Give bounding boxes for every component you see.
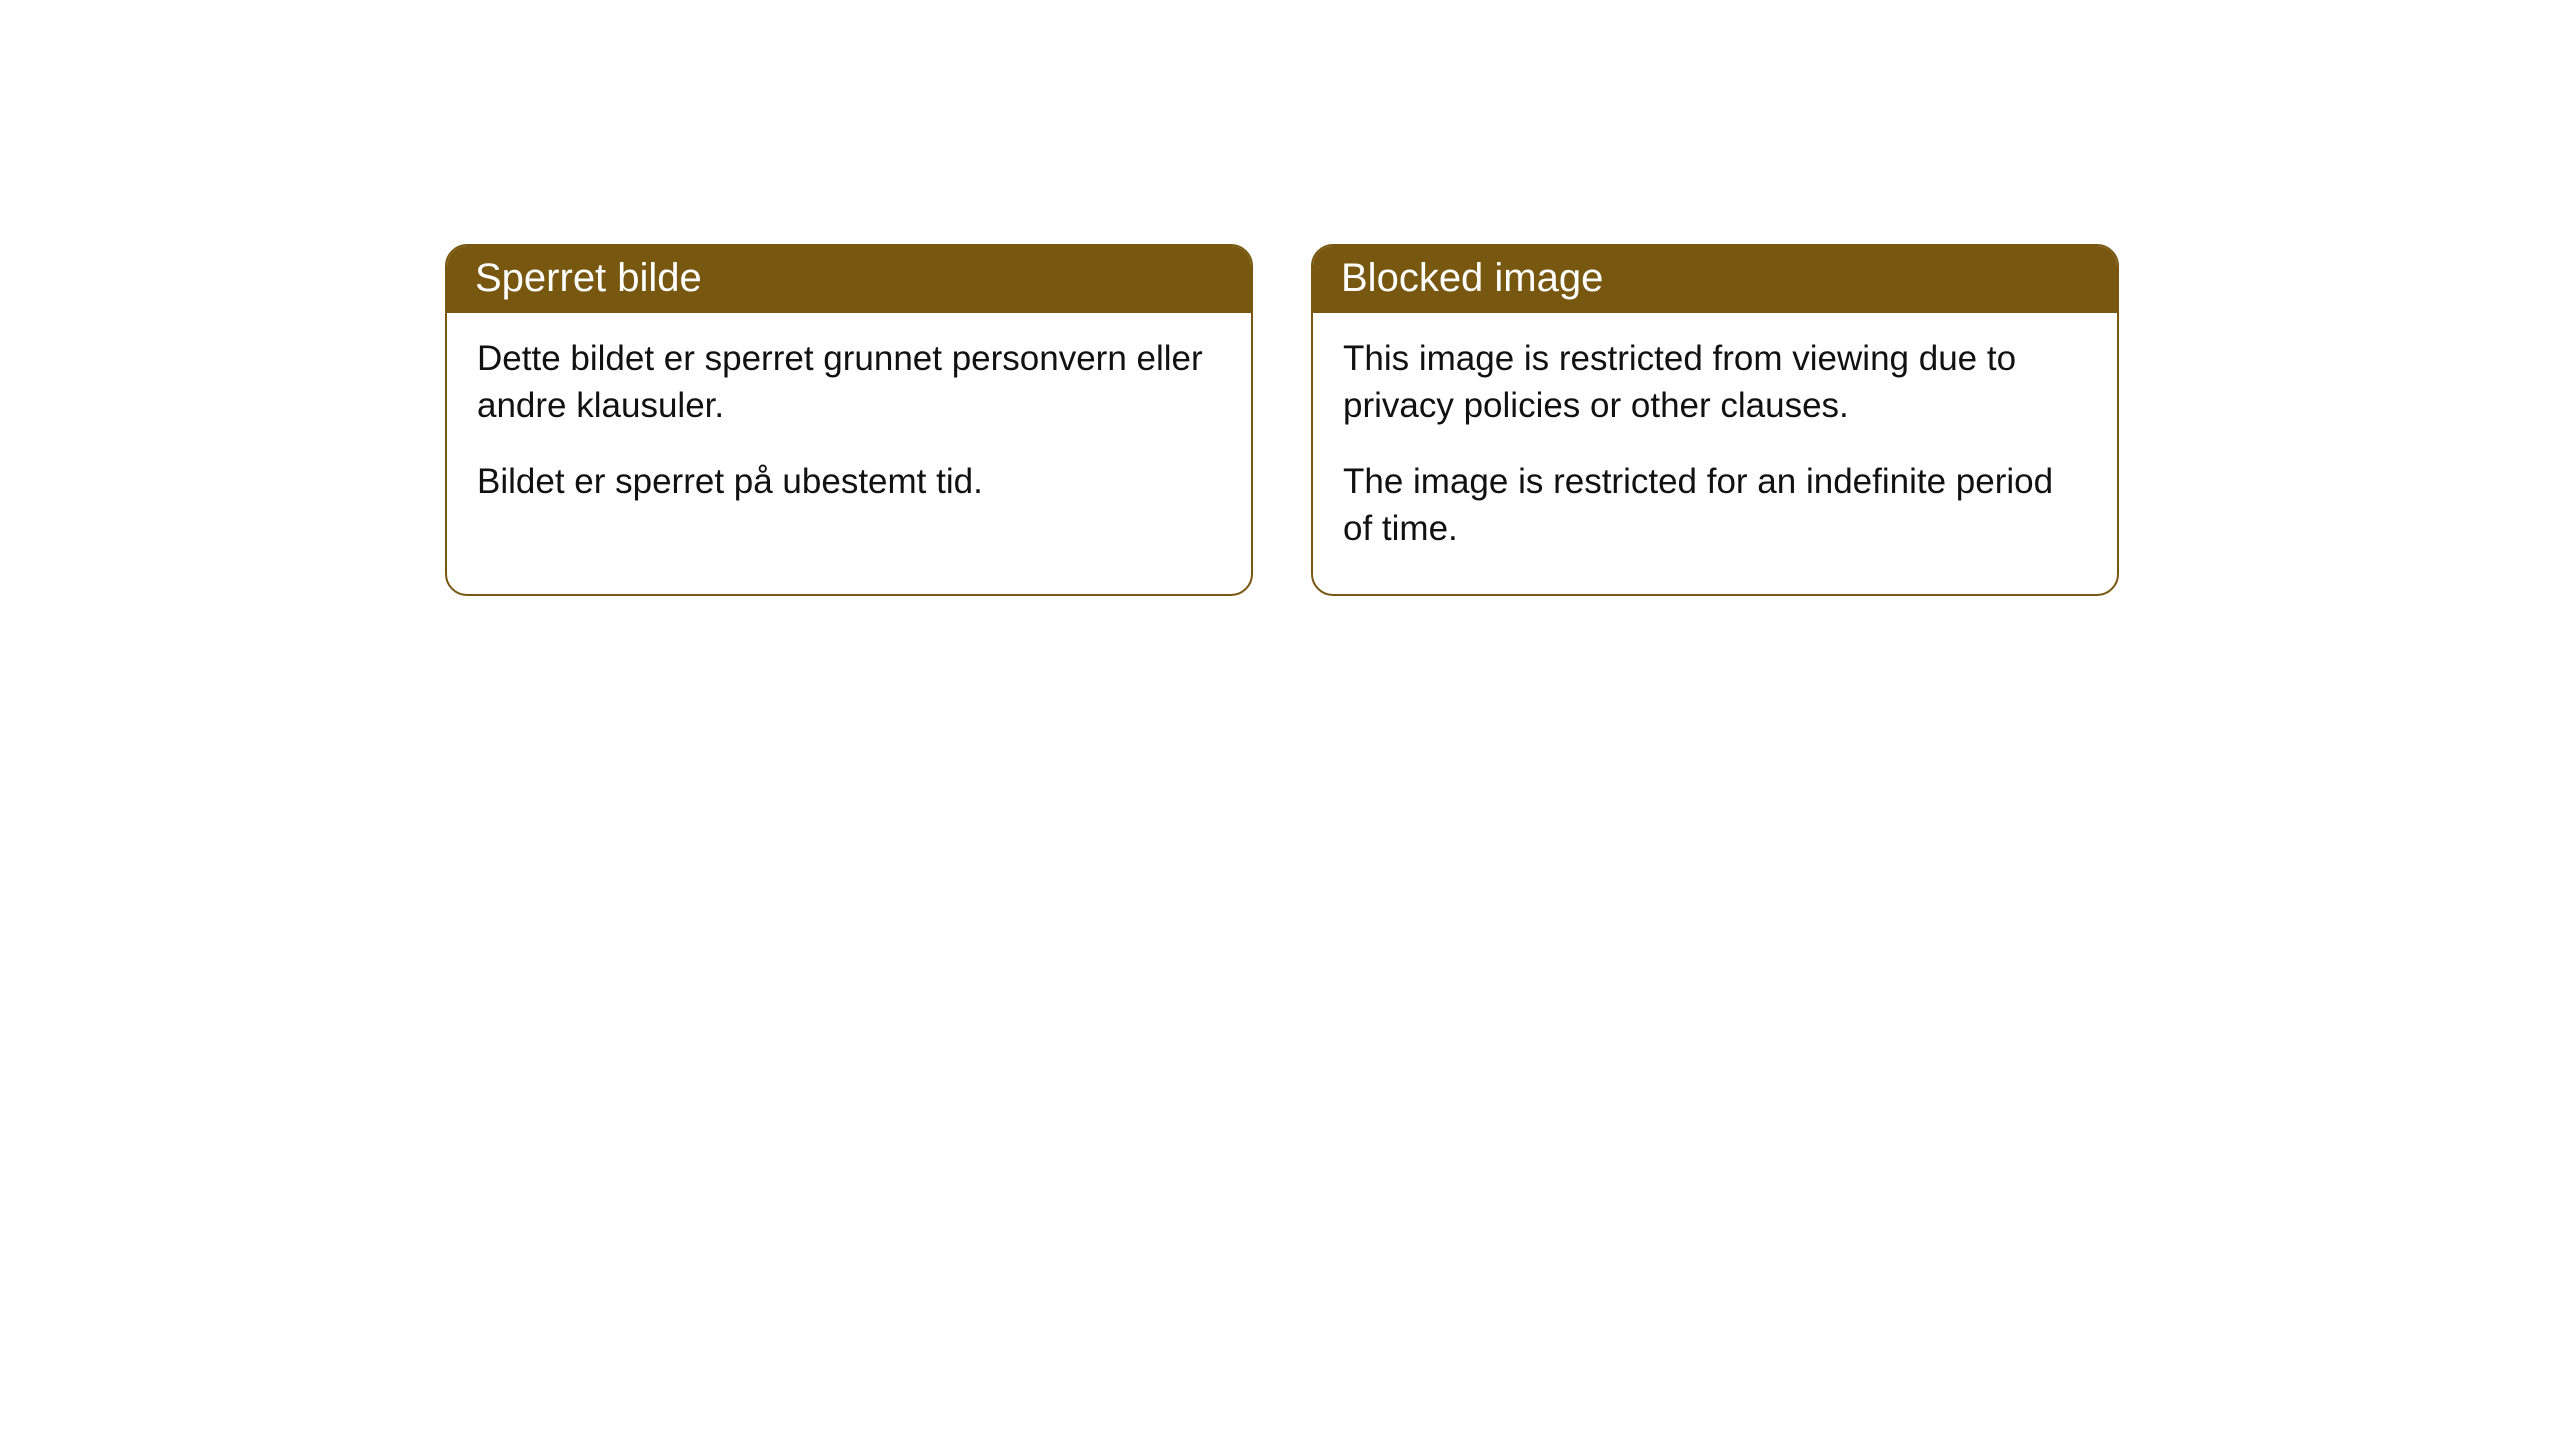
cards-container: Sperret bilde Dette bildet er sperret gr… <box>445 244 2119 596</box>
card-title: Sperret bilde <box>475 256 702 300</box>
card-title: Blocked image <box>1341 256 1603 300</box>
card-header: Blocked image <box>1313 246 2117 313</box>
card-paragraph: This image is restricted from viewing du… <box>1343 335 2087 430</box>
card-paragraph: The image is restricted for an indefinit… <box>1343 458 2087 553</box>
blocked-image-card-norwegian: Sperret bilde Dette bildet er sperret gr… <box>445 244 1253 596</box>
card-paragraph: Bildet er sperret på ubestemt tid. <box>477 458 1221 505</box>
blocked-image-card-english: Blocked image This image is restricted f… <box>1311 244 2119 596</box>
card-body: This image is restricted from viewing du… <box>1313 313 2117 594</box>
card-body: Dette bildet er sperret grunnet personve… <box>447 313 1251 547</box>
card-header: Sperret bilde <box>447 246 1251 313</box>
card-paragraph: Dette bildet er sperret grunnet personve… <box>477 335 1221 430</box>
